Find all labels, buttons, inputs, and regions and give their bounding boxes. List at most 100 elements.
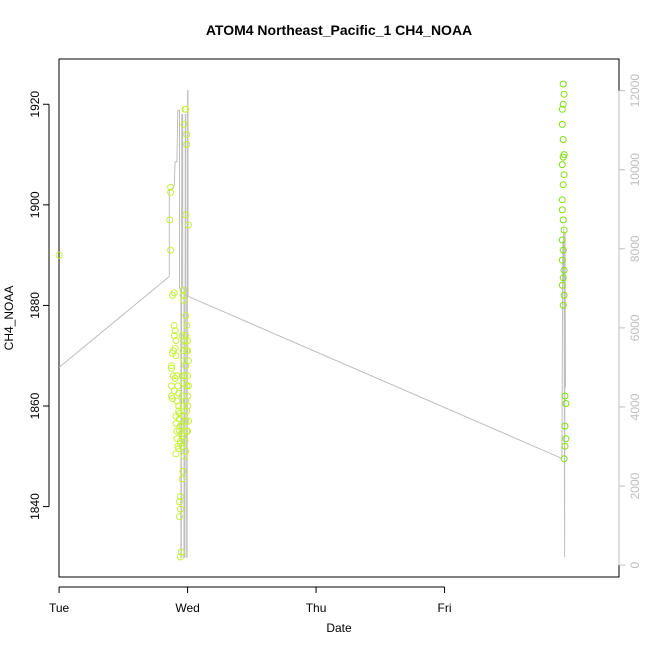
data-point	[170, 322, 178, 329]
y-tick-label: 1840	[28, 493, 42, 520]
data-point	[560, 171, 568, 179]
data-point	[181, 337, 189, 345]
data-point	[182, 211, 190, 219]
y2-tick-label: 10000	[628, 153, 642, 187]
data-point	[185, 382, 192, 390]
data-point	[185, 357, 192, 365]
data-point	[560, 455, 568, 463]
data-point	[178, 475, 186, 483]
data-point	[559, 216, 567, 224]
y-tick-label: 1860	[28, 392, 42, 419]
y-tick-label: 1900	[28, 191, 42, 218]
data-point	[558, 281, 566, 289]
data-point	[560, 90, 568, 98]
data-point	[176, 553, 184, 561]
data-point	[183, 407, 191, 415]
x-tick-label: Wed	[175, 601, 199, 615]
data-point	[182, 312, 190, 319]
data-point	[559, 136, 567, 143]
data-point	[180, 120, 188, 128]
data-point	[182, 417, 190, 425]
y-tick-label: 1880	[28, 292, 42, 319]
data-point	[179, 291, 187, 299]
data-point	[561, 392, 569, 400]
data-point	[558, 120, 566, 128]
x-tick-label: Fri	[438, 601, 452, 615]
data-point	[559, 100, 567, 108]
altitude-line-layer	[58, 90, 566, 558]
data-point	[171, 327, 179, 335]
data-point	[562, 400, 570, 407]
data-point	[558, 206, 566, 214]
points-layer	[55, 80, 570, 561]
data-point	[176, 505, 184, 513]
data-point	[180, 296, 188, 304]
data-point	[559, 274, 567, 282]
data-point	[177, 548, 185, 556]
data-point	[184, 347, 192, 355]
data-point	[176, 513, 183, 521]
x-axis-label: Date	[326, 621, 352, 635]
data-point	[558, 256, 566, 264]
data-point	[178, 372, 186, 380]
data-point	[558, 105, 566, 113]
data-point	[560, 291, 568, 299]
data-point	[558, 161, 566, 169]
data-point	[172, 337, 180, 345]
data-point	[178, 392, 186, 400]
data-point	[183, 141, 191, 148]
data-point	[558, 196, 566, 204]
plot-frame	[58, 58, 620, 578]
y-axis: 1840 1860 1880 1900 1920	[28, 91, 50, 520]
y-tick-label: 1920	[28, 91, 42, 118]
chart-title: ATOM4 Northeast_Pacific_1 CH4_NOAA	[206, 22, 472, 38]
data-point	[184, 372, 192, 380]
y-axis-label: CH4_NOAA	[2, 286, 16, 351]
y2-tick-label: 8000	[628, 235, 642, 262]
data-point	[184, 427, 192, 435]
data-point	[559, 80, 567, 88]
data-point	[183, 322, 191, 329]
data-point	[168, 364, 175, 372]
data-point	[559, 181, 567, 189]
data-point	[185, 417, 192, 425]
data-point	[560, 226, 568, 234]
x-tick-label: Tue	[49, 601, 70, 615]
data-point	[181, 437, 189, 445]
data-point	[167, 188, 175, 196]
data-point	[181, 372, 189, 380]
data-point	[175, 402, 183, 410]
data-point	[560, 266, 568, 274]
y2-tick-label: 6000	[628, 314, 642, 341]
data-point	[167, 246, 175, 254]
data-point	[559, 301, 567, 309]
data-point	[559, 246, 567, 254]
data-point	[174, 382, 182, 390]
y2-tick-label: 0	[628, 561, 642, 568]
data-point	[559, 153, 567, 161]
y2-tick-label: 2000	[628, 472, 642, 499]
data-point	[168, 362, 175, 370]
data-point	[176, 493, 184, 500]
data-point	[167, 183, 175, 191]
y2-tick-label: 4000	[628, 393, 642, 420]
data-point	[172, 352, 180, 360]
data-point	[176, 498, 183, 506]
data-point	[562, 435, 570, 443]
data-point	[179, 286, 187, 294]
data-point	[183, 130, 191, 138]
data-point	[55, 251, 63, 259]
data-point	[173, 372, 181, 380]
y2-tick-label: 12000	[628, 74, 642, 108]
data-point	[561, 442, 569, 450]
data-point	[166, 216, 174, 224]
data-point	[178, 422, 186, 430]
data-point	[558, 236, 566, 244]
x-tick-label: Thu	[306, 601, 327, 615]
altitude-line	[58, 90, 566, 558]
data-point	[184, 402, 192, 410]
data-point	[561, 422, 569, 430]
data-point	[184, 392, 192, 400]
data-point	[184, 337, 192, 345]
